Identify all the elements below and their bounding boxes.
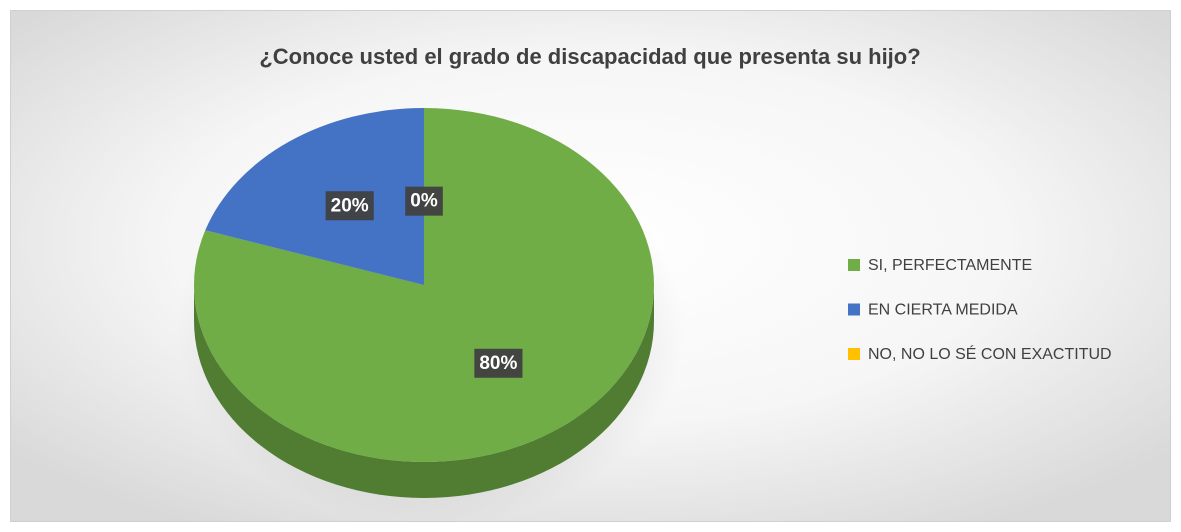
- pie-side: [194, 285, 654, 498]
- data-label-box: [474, 348, 523, 378]
- legend-swatch: [848, 303, 860, 316]
- data-label-box: [325, 191, 374, 221]
- data-label-text: 80%: [479, 353, 517, 374]
- data-label: 0%: [405, 186, 443, 216]
- pie-slice: [193, 108, 654, 462]
- legend-swatch: [848, 259, 860, 271]
- data-label: 20%: [325, 191, 374, 221]
- data-label-text: 20%: [331, 195, 369, 216]
- data-label: 80%: [474, 348, 523, 378]
- pie-slice: [205, 107, 424, 285]
- legend-swatch: [848, 348, 860, 360]
- data-label-box: [405, 186, 443, 216]
- chart-title: ¿Conoce usted el grado de discapacidad q…: [259, 44, 920, 69]
- legend-label: NO, NO LO SÉ CON EXACTITUD: [868, 344, 1112, 363]
- legend-label: EN CIERTA MEDIDA: [868, 302, 1018, 319]
- data-label-text: 0%: [410, 191, 438, 212]
- legend-label: SI, PERFECTAMENTE: [868, 257, 1032, 274]
